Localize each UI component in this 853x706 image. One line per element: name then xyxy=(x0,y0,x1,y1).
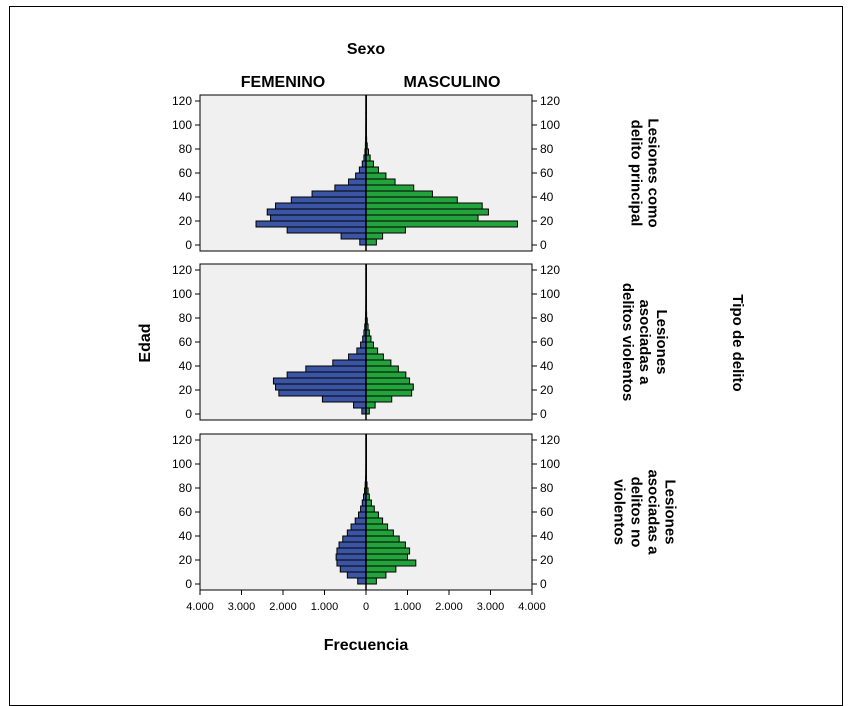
y-tick-label-left: 100 xyxy=(172,457,192,471)
facet-label-line: Lesiones xyxy=(662,479,679,544)
y-tick-label-right: 0 xyxy=(540,577,547,591)
y-tick-label-left: 80 xyxy=(179,481,193,495)
panel-3: 0 0 20 20 40 40 60 60 80 80 100 100 120 120 Lesionesas… xyxy=(172,433,679,591)
y-tick-label-right: 120 xyxy=(540,263,560,277)
y-tick-label-left: 20 xyxy=(179,383,193,397)
y-tick-label-right: 60 xyxy=(540,505,554,519)
y-tick-label-right: 0 xyxy=(540,238,547,252)
x-tick-label: 1.000 xyxy=(394,601,422,613)
facet-label-line: delitos no xyxy=(628,477,645,548)
x-tick-label: 3.000 xyxy=(228,601,256,613)
y-tick-label-right: 0 xyxy=(540,407,547,421)
y-tick-label-right: 100 xyxy=(540,287,560,301)
y-tick-label-right: 20 xyxy=(540,214,554,228)
facet-label-line: violentos xyxy=(611,479,628,545)
column-label-femenino: FEMENINO xyxy=(241,74,325,91)
figure-border xyxy=(9,6,843,706)
y-tick-label-left: 20 xyxy=(179,214,193,228)
x-tick-label: 0 xyxy=(363,601,369,613)
y-tick-label-left: 120 xyxy=(172,263,192,277)
panel-2: 0 0 20 20 40 40 60 60 80 80 100 100 120 120 Lesionesas… xyxy=(172,263,670,421)
y-tick-label-right: 40 xyxy=(540,529,554,543)
x-tick-label: 2.000 xyxy=(269,601,297,613)
x-axis-title: Frecuencia xyxy=(324,637,409,654)
facet-title: Tipo de delito xyxy=(729,294,746,391)
y-tick-label-right: 60 xyxy=(540,166,554,180)
panel-1: 0 0 20 20 40 40 60 60 80 80 100 100 120 120 Lesiones c… xyxy=(172,94,662,252)
facet-label-line: Lesiones como xyxy=(645,118,662,227)
y-tick-label-left: 40 xyxy=(179,190,193,204)
y-tick-label-left: 60 xyxy=(179,166,193,180)
y-tick-label-right: 120 xyxy=(540,433,560,447)
y-tick-label-right: 80 xyxy=(540,311,554,325)
y-tick-label-left: 100 xyxy=(172,287,192,301)
y-tick-label-left: 40 xyxy=(179,359,193,373)
y-tick-label-right: 100 xyxy=(540,457,560,471)
y-tick-label-left: 120 xyxy=(172,433,192,447)
facet-label: Lesionesasociadas adelitos noviolentos xyxy=(611,469,679,555)
y-tick-label-right: 40 xyxy=(540,190,554,204)
y-tick-label-left: 20 xyxy=(179,553,193,567)
y-tick-label-left: 80 xyxy=(179,311,193,325)
x-tick-label: 4.000 xyxy=(186,601,214,613)
y-tick-label-left: 80 xyxy=(179,142,193,156)
y-tick-label-left: 60 xyxy=(179,335,193,349)
y-tick-label-left: 120 xyxy=(172,94,192,108)
population-pyramid-chart: Sexo FEMENINO MASCULINO Edad Frecuencia … xyxy=(137,41,746,654)
legend-title: Sexo xyxy=(347,41,385,58)
facet-label-line: delitos violentos xyxy=(619,283,636,401)
panels-group: 0 0 20 20 40 40 60 60 80 80 100 100 120 120 Lesiones c… xyxy=(172,94,679,591)
facet-label: Lesionesasociadas adelitos violentos xyxy=(619,283,670,401)
column-label-masculino: MASCULINO xyxy=(404,74,501,91)
y-tick-label-right: 80 xyxy=(540,481,554,495)
y-tick-label-left: 0 xyxy=(185,577,192,591)
y-tick-label-left: 0 xyxy=(185,407,192,421)
facet-label-line: asociadas a xyxy=(636,299,653,385)
y-axis-title: Edad xyxy=(137,323,154,362)
y-tick-label-right: 20 xyxy=(540,383,554,397)
y-tick-label-left: 0 xyxy=(185,238,192,252)
facet-label: Lesiones comodelito principal xyxy=(628,118,662,227)
y-tick-label-right: 120 xyxy=(540,94,560,108)
y-tick-label-right: 20 xyxy=(540,553,554,567)
y-tick-label-right: 100 xyxy=(540,118,560,132)
facet-label-line: asociadas a xyxy=(645,469,662,555)
x-axis: 4.000 3.000 2.000 1.000 0 1.000 2.000 3.000 4.00… xyxy=(186,590,546,613)
figure: Sexo FEMENINO MASCULINO Edad Frecuencia … xyxy=(9,6,843,706)
y-tick-label-right: 60 xyxy=(540,335,554,349)
y-tick-label-right: 40 xyxy=(540,359,554,373)
x-tick-label: 3.000 xyxy=(477,601,505,613)
y-tick-label-right: 80 xyxy=(540,142,554,156)
y-tick-label-left: 40 xyxy=(179,529,193,543)
facet-label-line: delito principal xyxy=(628,120,645,227)
x-tick-label: 1.000 xyxy=(311,601,339,613)
x-tick-label: 2.000 xyxy=(435,601,463,613)
y-tick-label-left: 100 xyxy=(172,118,192,132)
x-tick-label: 4.000 xyxy=(518,601,546,613)
facet-label-line: Lesiones xyxy=(653,309,670,374)
y-tick-label-left: 60 xyxy=(179,505,193,519)
